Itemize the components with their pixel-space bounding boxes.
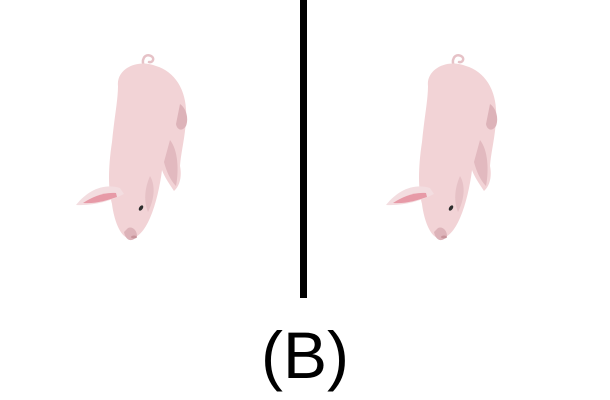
right-panel bbox=[310, 0, 610, 300]
divider bbox=[300, 0, 307, 298]
left-panel bbox=[0, 0, 300, 300]
pig-icon bbox=[310, 0, 610, 300]
figure-label: (B) bbox=[0, 318, 610, 392]
pig-icon bbox=[0, 0, 300, 300]
